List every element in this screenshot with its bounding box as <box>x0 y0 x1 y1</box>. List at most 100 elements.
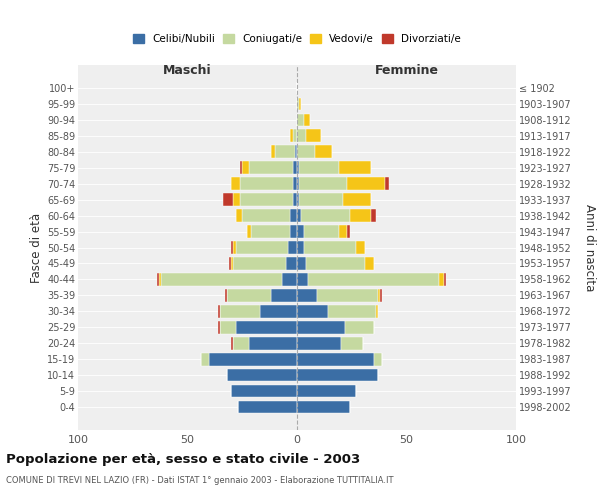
Bar <box>328 305 376 318</box>
Bar <box>297 369 378 382</box>
Bar <box>341 337 362 349</box>
Text: COMUNE DI TREVI NEL LAZIO (FR) - Dati ISTAT 1° gennaio 2003 - Elaborazione TUTTI: COMUNE DI TREVI NEL LAZIO (FR) - Dati IS… <box>6 476 394 485</box>
Bar <box>290 210 297 222</box>
Bar <box>343 194 371 206</box>
Bar <box>378 289 380 302</box>
Bar <box>385 178 389 190</box>
Bar <box>236 210 242 222</box>
Bar <box>347 226 350 238</box>
Bar <box>345 321 374 334</box>
Bar <box>297 289 317 302</box>
Bar <box>232 257 233 270</box>
Bar <box>374 353 382 366</box>
Text: Maschi: Maschi <box>163 64 212 76</box>
Bar <box>297 194 299 206</box>
Bar <box>271 146 275 158</box>
Bar <box>356 242 365 254</box>
Bar <box>242 210 290 222</box>
Bar <box>299 98 301 110</box>
Text: Popolazione per età, sesso e stato civile - 2003: Popolazione per età, sesso e stato civil… <box>6 452 360 466</box>
Bar <box>297 337 341 349</box>
Bar <box>297 305 328 318</box>
Bar <box>232 385 297 398</box>
Bar <box>347 178 385 190</box>
Bar <box>232 337 233 349</box>
Bar <box>301 210 350 222</box>
Bar <box>227 289 271 302</box>
Bar <box>297 178 299 190</box>
Bar <box>233 242 236 254</box>
Bar <box>299 178 347 190</box>
Bar <box>365 257 374 270</box>
Bar <box>338 162 371 174</box>
Bar <box>232 178 240 190</box>
Bar <box>286 257 297 270</box>
Bar <box>297 242 304 254</box>
Bar <box>314 146 332 158</box>
Bar <box>220 321 236 334</box>
Bar <box>200 353 209 366</box>
Bar <box>304 226 338 238</box>
Bar <box>297 385 356 398</box>
Bar <box>240 194 293 206</box>
Bar <box>299 162 338 174</box>
Bar <box>297 257 306 270</box>
Bar <box>317 289 378 302</box>
Bar <box>260 305 297 318</box>
Bar <box>218 305 220 318</box>
Bar <box>371 210 376 222</box>
Bar <box>223 194 233 206</box>
Bar <box>249 162 293 174</box>
Bar <box>297 98 299 110</box>
Bar <box>220 305 260 318</box>
Bar <box>444 273 446 285</box>
Bar <box>293 130 297 142</box>
Bar <box>297 321 345 334</box>
Bar <box>227 369 297 382</box>
Bar <box>232 242 233 254</box>
Bar <box>380 289 382 302</box>
Bar <box>271 289 297 302</box>
Bar <box>233 337 249 349</box>
Bar <box>295 146 297 158</box>
Bar <box>297 273 308 285</box>
Bar <box>338 226 347 238</box>
Bar <box>218 321 220 334</box>
Bar <box>249 337 297 349</box>
Bar <box>293 194 297 206</box>
Bar <box>290 226 297 238</box>
Bar <box>242 162 249 174</box>
Bar <box>297 210 301 222</box>
Bar <box>297 353 374 366</box>
Bar <box>225 289 227 302</box>
Bar <box>350 210 371 222</box>
Bar <box>297 401 350 413</box>
Y-axis label: Anni di nascita: Anni di nascita <box>583 204 596 291</box>
Bar <box>157 273 159 285</box>
Bar <box>240 162 242 174</box>
Bar <box>297 226 304 238</box>
Bar <box>240 178 293 190</box>
Bar <box>290 130 293 142</box>
Bar <box>281 273 297 285</box>
Bar <box>304 242 356 254</box>
Y-axis label: Fasce di età: Fasce di età <box>29 212 43 282</box>
Bar <box>306 257 365 270</box>
Bar <box>297 130 306 142</box>
Bar <box>308 273 439 285</box>
Bar <box>159 273 161 285</box>
Text: Femmine: Femmine <box>374 64 439 76</box>
Bar <box>288 242 297 254</box>
Bar <box>233 194 240 206</box>
Bar <box>297 162 299 174</box>
Bar <box>297 114 304 126</box>
Bar <box>209 353 297 366</box>
Bar <box>236 242 288 254</box>
Bar <box>236 321 297 334</box>
Bar <box>293 178 297 190</box>
Bar <box>306 130 321 142</box>
Legend: Celibi/Nubili, Coniugati/e, Vedovi/e, Divorziati/e: Celibi/Nubili, Coniugati/e, Vedovi/e, Di… <box>129 30 465 48</box>
Bar <box>275 146 295 158</box>
Bar <box>161 273 281 285</box>
Bar <box>229 257 232 270</box>
